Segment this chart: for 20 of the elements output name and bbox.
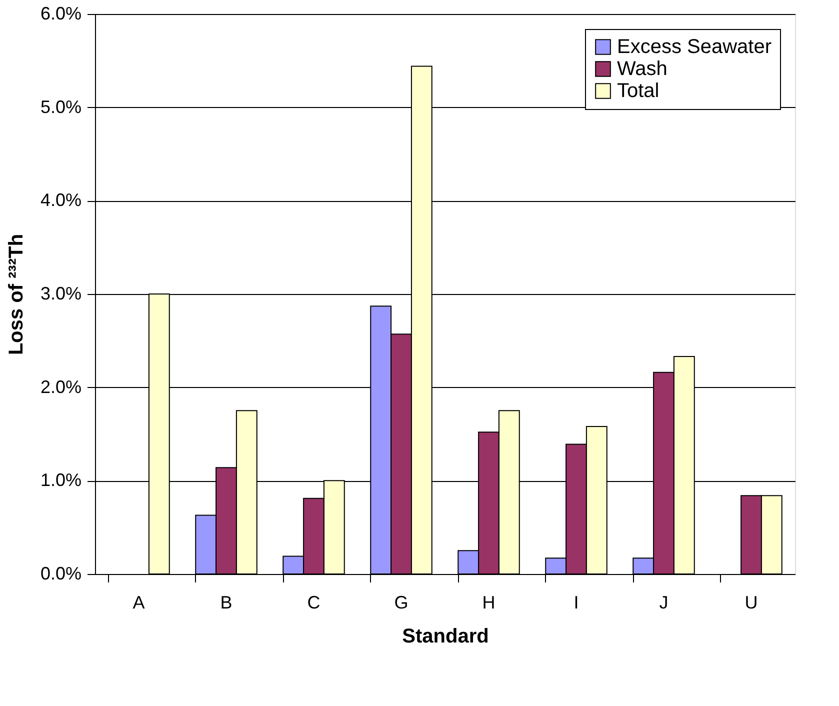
legend-label: Excess Seawater [617,36,772,58]
legend-label: Wash [617,58,668,80]
legend-label: Total [617,80,660,102]
y-tick-label: 1.0% [40,470,82,490]
y-tick-label: 5.0% [40,96,82,117]
x-tick-label: B [220,592,232,612]
y-axis-title: Loss of ²³²Th [5,234,28,356]
x-tick-label: C [307,592,320,612]
x-tick-label: A [132,592,145,612]
x-tick-label: J [659,592,668,612]
x-tick-label: G [394,592,408,612]
y-tick-label: 3.0% [40,284,82,304]
y-tick-label: 6.0% [40,4,82,24]
y-tick-label: 0.0% [40,564,82,584]
y-tick-label: 2.0% [40,376,82,397]
y-tick-label: 4.0% [40,190,82,210]
x-tick-label: I [574,592,579,612]
x-tick-label: H [482,592,496,612]
x-axis-title: Standard [402,626,489,648]
x-tick-label: U [744,592,758,612]
